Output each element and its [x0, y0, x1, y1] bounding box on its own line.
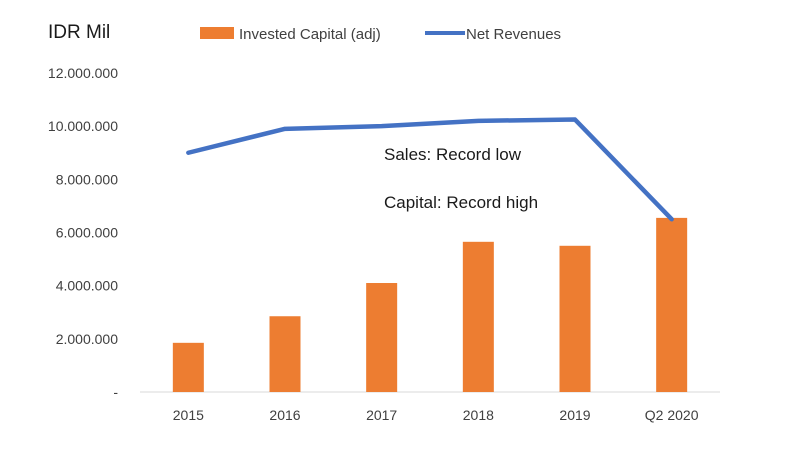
y-tick-label: 4.000.000	[56, 278, 118, 294]
legend-label-invested-capital: Invested Capital (adj)	[239, 26, 381, 43]
y-tick-label: 10.000.000	[48, 118, 118, 134]
x-tick-label: 2016	[269, 407, 300, 423]
y-tick-label: 8.000.000	[56, 171, 118, 187]
legend-label-net-revenues: Net Revenues	[466, 26, 561, 43]
legend-swatch-invested-capital	[200, 27, 234, 39]
x-tick-label: 2018	[463, 407, 494, 423]
x-tick-label: 2019	[559, 407, 590, 423]
y-tick-label: 6.000.000	[56, 225, 118, 241]
annotation-sales: Sales: Record low	[384, 145, 522, 164]
annotation-capital: Capital: Record high	[384, 193, 538, 212]
y-tick-label: 2.000.000	[56, 331, 118, 347]
bar-series-invested-capital	[173, 218, 687, 392]
bar-2018	[463, 242, 494, 392]
bar-2017	[366, 283, 397, 392]
y-axis: - 2.000.000 4.000.000 6.000.000 8.000.000 10.…	[48, 65, 118, 400]
y-tick-label: -	[113, 384, 118, 400]
legend: Invested Capital (adj) Net Revenues	[200, 26, 561, 43]
y-tick-label: 12.000.000	[48, 65, 118, 81]
bar-2019	[560, 246, 591, 392]
bar-2016	[270, 316, 301, 392]
unit-label: IDR Mil	[48, 22, 110, 43]
x-tick-label: 2017	[366, 407, 397, 423]
bar-2015	[173, 343, 204, 392]
x-tick-label: 2015	[173, 407, 204, 423]
bar-q2-2020	[656, 218, 687, 392]
x-axis: 2015 2016 2017 2018 2019 Q2 2020	[173, 407, 699, 423]
legend-swatch-net-revenues	[425, 31, 465, 35]
x-tick-label: Q2 2020	[645, 407, 699, 423]
